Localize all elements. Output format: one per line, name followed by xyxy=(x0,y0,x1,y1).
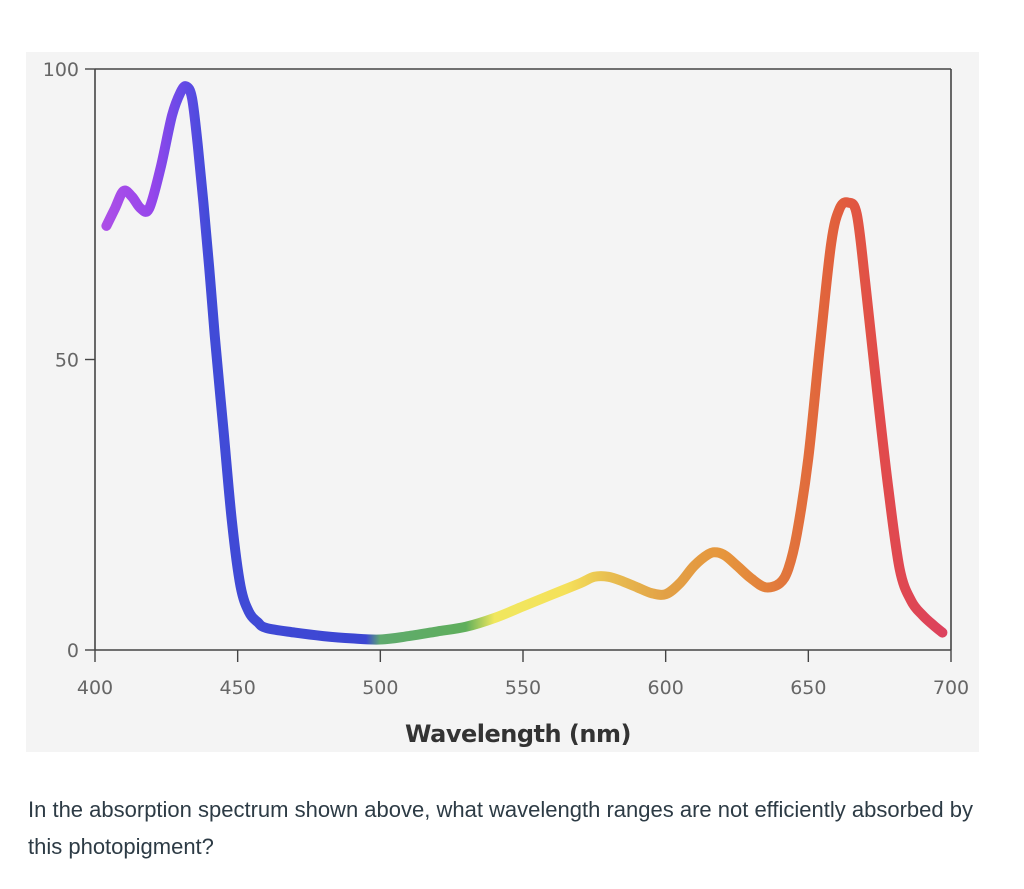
series-line-0 xyxy=(101,81,948,645)
axes xyxy=(85,68,952,662)
chart-panel xyxy=(26,52,979,752)
x-tick-label-450: 450 xyxy=(220,677,256,699)
x-tick-label-700: 700 xyxy=(933,677,969,699)
x-tick-label-550: 550 xyxy=(505,677,541,699)
y-tick-label-50: 50 xyxy=(55,350,79,372)
x-tick-label-400: 400 xyxy=(77,677,113,699)
absorption-spectrum-chart: 400 450 500 550 600 650 700 0 50 100 Wavelength (… xyxy=(43,59,969,748)
tick-labels: 400 450 500 550 600 650 700 0 50 100 xyxy=(43,59,969,699)
x-tick-label-650: 650 xyxy=(790,677,826,699)
x-axis-title: Wavelength (nm) xyxy=(405,720,631,748)
y-tick-label-0: 0 xyxy=(67,640,79,662)
y-tick-label-100: 100 xyxy=(43,59,79,81)
question-text: In the absorption spectrum shown above, … xyxy=(28,797,973,859)
x-tick-label-600: 600 xyxy=(648,677,684,699)
spectrum-curve xyxy=(101,81,948,645)
x-tick-label-500: 500 xyxy=(362,677,398,699)
